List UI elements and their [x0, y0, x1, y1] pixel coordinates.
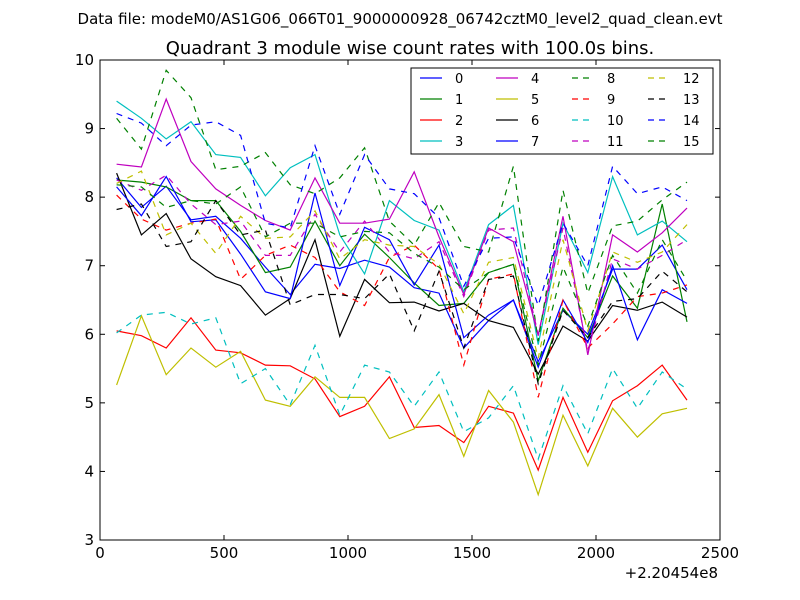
x-tick-label: 2500 — [701, 544, 739, 562]
legend-label-10: 10 — [607, 114, 624, 129]
y-tick-label: 8 — [84, 188, 94, 206]
series-line-0 — [116, 177, 688, 364]
series-line-11 — [116, 174, 688, 352]
y-tick-label: 10 — [75, 51, 94, 69]
series-line-10 — [116, 311, 688, 461]
legend-label-6: 6 — [531, 114, 539, 129]
legend-label-1: 1 — [455, 93, 463, 108]
legend-label-0: 0 — [455, 72, 463, 87]
chart-title: Quadrant 3 module wise count rates with … — [166, 38, 655, 59]
legend-label-8: 8 — [607, 72, 615, 87]
legend-label-2: 2 — [455, 114, 463, 129]
y-tick-label: 9 — [84, 120, 94, 138]
series-line-13 — [116, 199, 688, 386]
x-tick-label: 0 — [95, 544, 105, 562]
y-tick-label: 3 — [84, 531, 94, 549]
series-line-5 — [116, 314, 688, 497]
y-tick-label: 6 — [84, 325, 94, 343]
series-line-1 — [116, 179, 688, 384]
legend-box — [410, 67, 714, 155]
y-tick-label: 7 — [84, 257, 94, 275]
series-line-7 — [116, 175, 688, 369]
x-tick-label: 1000 — [329, 544, 367, 562]
series-line-6 — [116, 172, 688, 376]
legend-label-14: 14 — [683, 114, 700, 129]
legend-label-12: 12 — [683, 72, 700, 87]
series-line-3 — [116, 100, 688, 345]
series-line-9 — [116, 194, 688, 398]
series-lines — [116, 69, 688, 497]
series-line-2 — [116, 316, 688, 472]
plot-frame — [99, 59, 721, 541]
series-line-12 — [116, 170, 688, 359]
series-line-15 — [116, 184, 688, 366]
legend-label-3: 3 — [455, 135, 463, 150]
y-tick-label: 5 — [84, 394, 94, 412]
legend-label-13: 13 — [683, 93, 700, 108]
chart-suptitle: Data file: modeM0/AS1G06_066T01_90000009… — [78, 10, 723, 29]
legend-label-9: 9 — [607, 93, 615, 108]
series-line-8 — [116, 69, 688, 342]
legend-label-7: 7 — [531, 135, 539, 150]
legend-label-5: 5 — [531, 93, 539, 108]
x-offset-label: +2.20454e8 — [625, 564, 718, 582]
legend-label-4: 4 — [531, 72, 539, 87]
x-tick-label: 500 — [210, 544, 239, 562]
x-tick-label: 1500 — [453, 544, 491, 562]
series-line-14 — [116, 112, 688, 308]
legend-label-11: 11 — [607, 135, 624, 150]
y-tick-label: 4 — [84, 462, 94, 480]
x-tick-label: 2000 — [577, 544, 615, 562]
legend-label-15: 15 — [683, 135, 700, 150]
